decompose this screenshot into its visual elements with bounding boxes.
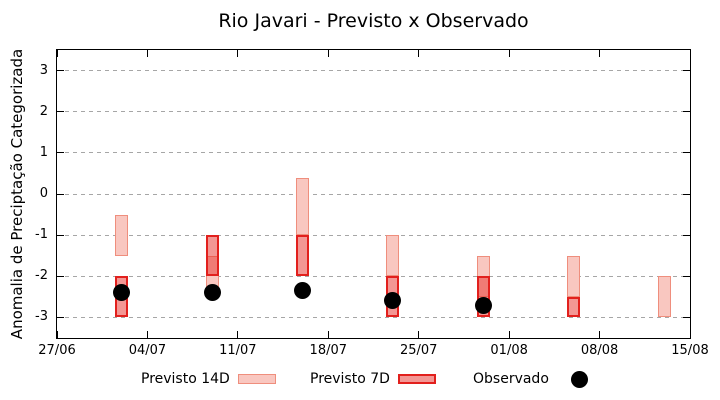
y-tick-label: 1 <box>39 144 48 160</box>
y-gridline <box>57 193 690 195</box>
y-tick-mark <box>683 275 690 277</box>
x-tick-mark <box>327 50 329 57</box>
y-tick-mark <box>57 193 64 195</box>
previsto-14d-bar <box>567 255 581 297</box>
observado-point <box>203 284 221 302</box>
y-tick-mark <box>57 70 64 72</box>
y-tick-mark <box>57 316 64 318</box>
x-tick-mark <box>237 331 239 338</box>
x-tick-label: 18/07 <box>309 343 348 358</box>
previsto-14d-bar <box>386 235 400 277</box>
x-tick-label: 08/08 <box>580 343 619 358</box>
x-tick-mark <box>146 50 148 57</box>
y-gridline <box>57 152 690 154</box>
y-tick-label: -3 <box>35 309 48 325</box>
x-tick-mark <box>508 331 510 338</box>
y-tick-mark <box>683 111 690 113</box>
observado-point <box>293 282 311 300</box>
y-gridline <box>57 111 690 113</box>
y-tick-label: 3 <box>39 62 48 78</box>
x-tick-mark <box>56 331 58 338</box>
x-tick-mark <box>689 331 691 338</box>
x-tick-mark <box>237 50 239 57</box>
x-tick-label: 25/07 <box>399 343 438 358</box>
legend-item-previsto-7d: Previsto 7D <box>310 368 436 390</box>
previsto-7d-swatch-icon <box>397 374 436 384</box>
x-tick-label: 15/08 <box>671 343 709 358</box>
y-tick-mark <box>683 316 690 318</box>
previsto-7d-bar <box>205 235 219 277</box>
previsto-14d-bar <box>295 177 309 236</box>
y-gridline <box>57 316 690 318</box>
legend-label-previsto-14d: Previsto 14D <box>141 371 230 387</box>
plot-area <box>56 49 691 339</box>
observado-point <box>384 292 402 310</box>
observado-point <box>474 296 492 314</box>
x-tick-mark <box>56 50 58 57</box>
x-tick-label: 11/07 <box>219 343 257 358</box>
observado-dot-icon <box>570 370 588 388</box>
observado-point <box>113 284 131 302</box>
y-gridline <box>57 275 690 277</box>
legend-item-observado: Observado <box>473 368 588 390</box>
x-tick-label: 04/07 <box>128 343 167 358</box>
y-tick-label: -2 <box>35 268 48 284</box>
legend-item-previsto-14d: Previsto 14D <box>141 368 276 390</box>
y-tick-mark <box>683 152 690 154</box>
previsto-7d-bar <box>295 235 309 277</box>
x-tick-mark <box>418 331 420 338</box>
x-tick-label: 01/08 <box>490 343 528 358</box>
x-tick-mark <box>327 331 329 338</box>
y-gridline <box>57 70 690 72</box>
legend: Previsto 14D Previsto 7D Observado <box>0 368 720 390</box>
previsto-14d-swatch-icon <box>237 374 276 384</box>
previsto-7d-bar <box>567 296 581 318</box>
y-tick-label: 0 <box>39 186 48 201</box>
x-tick-mark <box>689 50 691 57</box>
x-tick-label: 27/06 <box>38 343 76 358</box>
x-tick-mark <box>418 50 420 57</box>
previsto-14d-bar <box>115 214 129 256</box>
x-tick-mark <box>508 50 510 57</box>
y-tick-mark <box>683 70 690 72</box>
y-tick-mark <box>57 111 64 113</box>
previsto-14d-bar <box>657 276 671 318</box>
x-tick-mark <box>599 331 601 338</box>
chart-title: Rio Javari - Previsto x Observado <box>218 10 529 32</box>
legend-label-previsto-7d: Previsto 7D <box>310 371 390 387</box>
x-tick-mark <box>599 50 601 57</box>
legend-label-observado: Observado <box>473 371 549 387</box>
y-tick-label: -1 <box>35 227 48 243</box>
y-tick-mark <box>57 275 64 277</box>
y-tick-label: 2 <box>39 103 48 119</box>
y-tick-mark <box>683 234 690 236</box>
y-tick-mark <box>57 152 64 154</box>
y-gridline <box>57 234 690 236</box>
x-tick-mark <box>146 331 148 338</box>
y-tick-mark <box>57 234 64 236</box>
y-tick-mark <box>683 193 690 195</box>
